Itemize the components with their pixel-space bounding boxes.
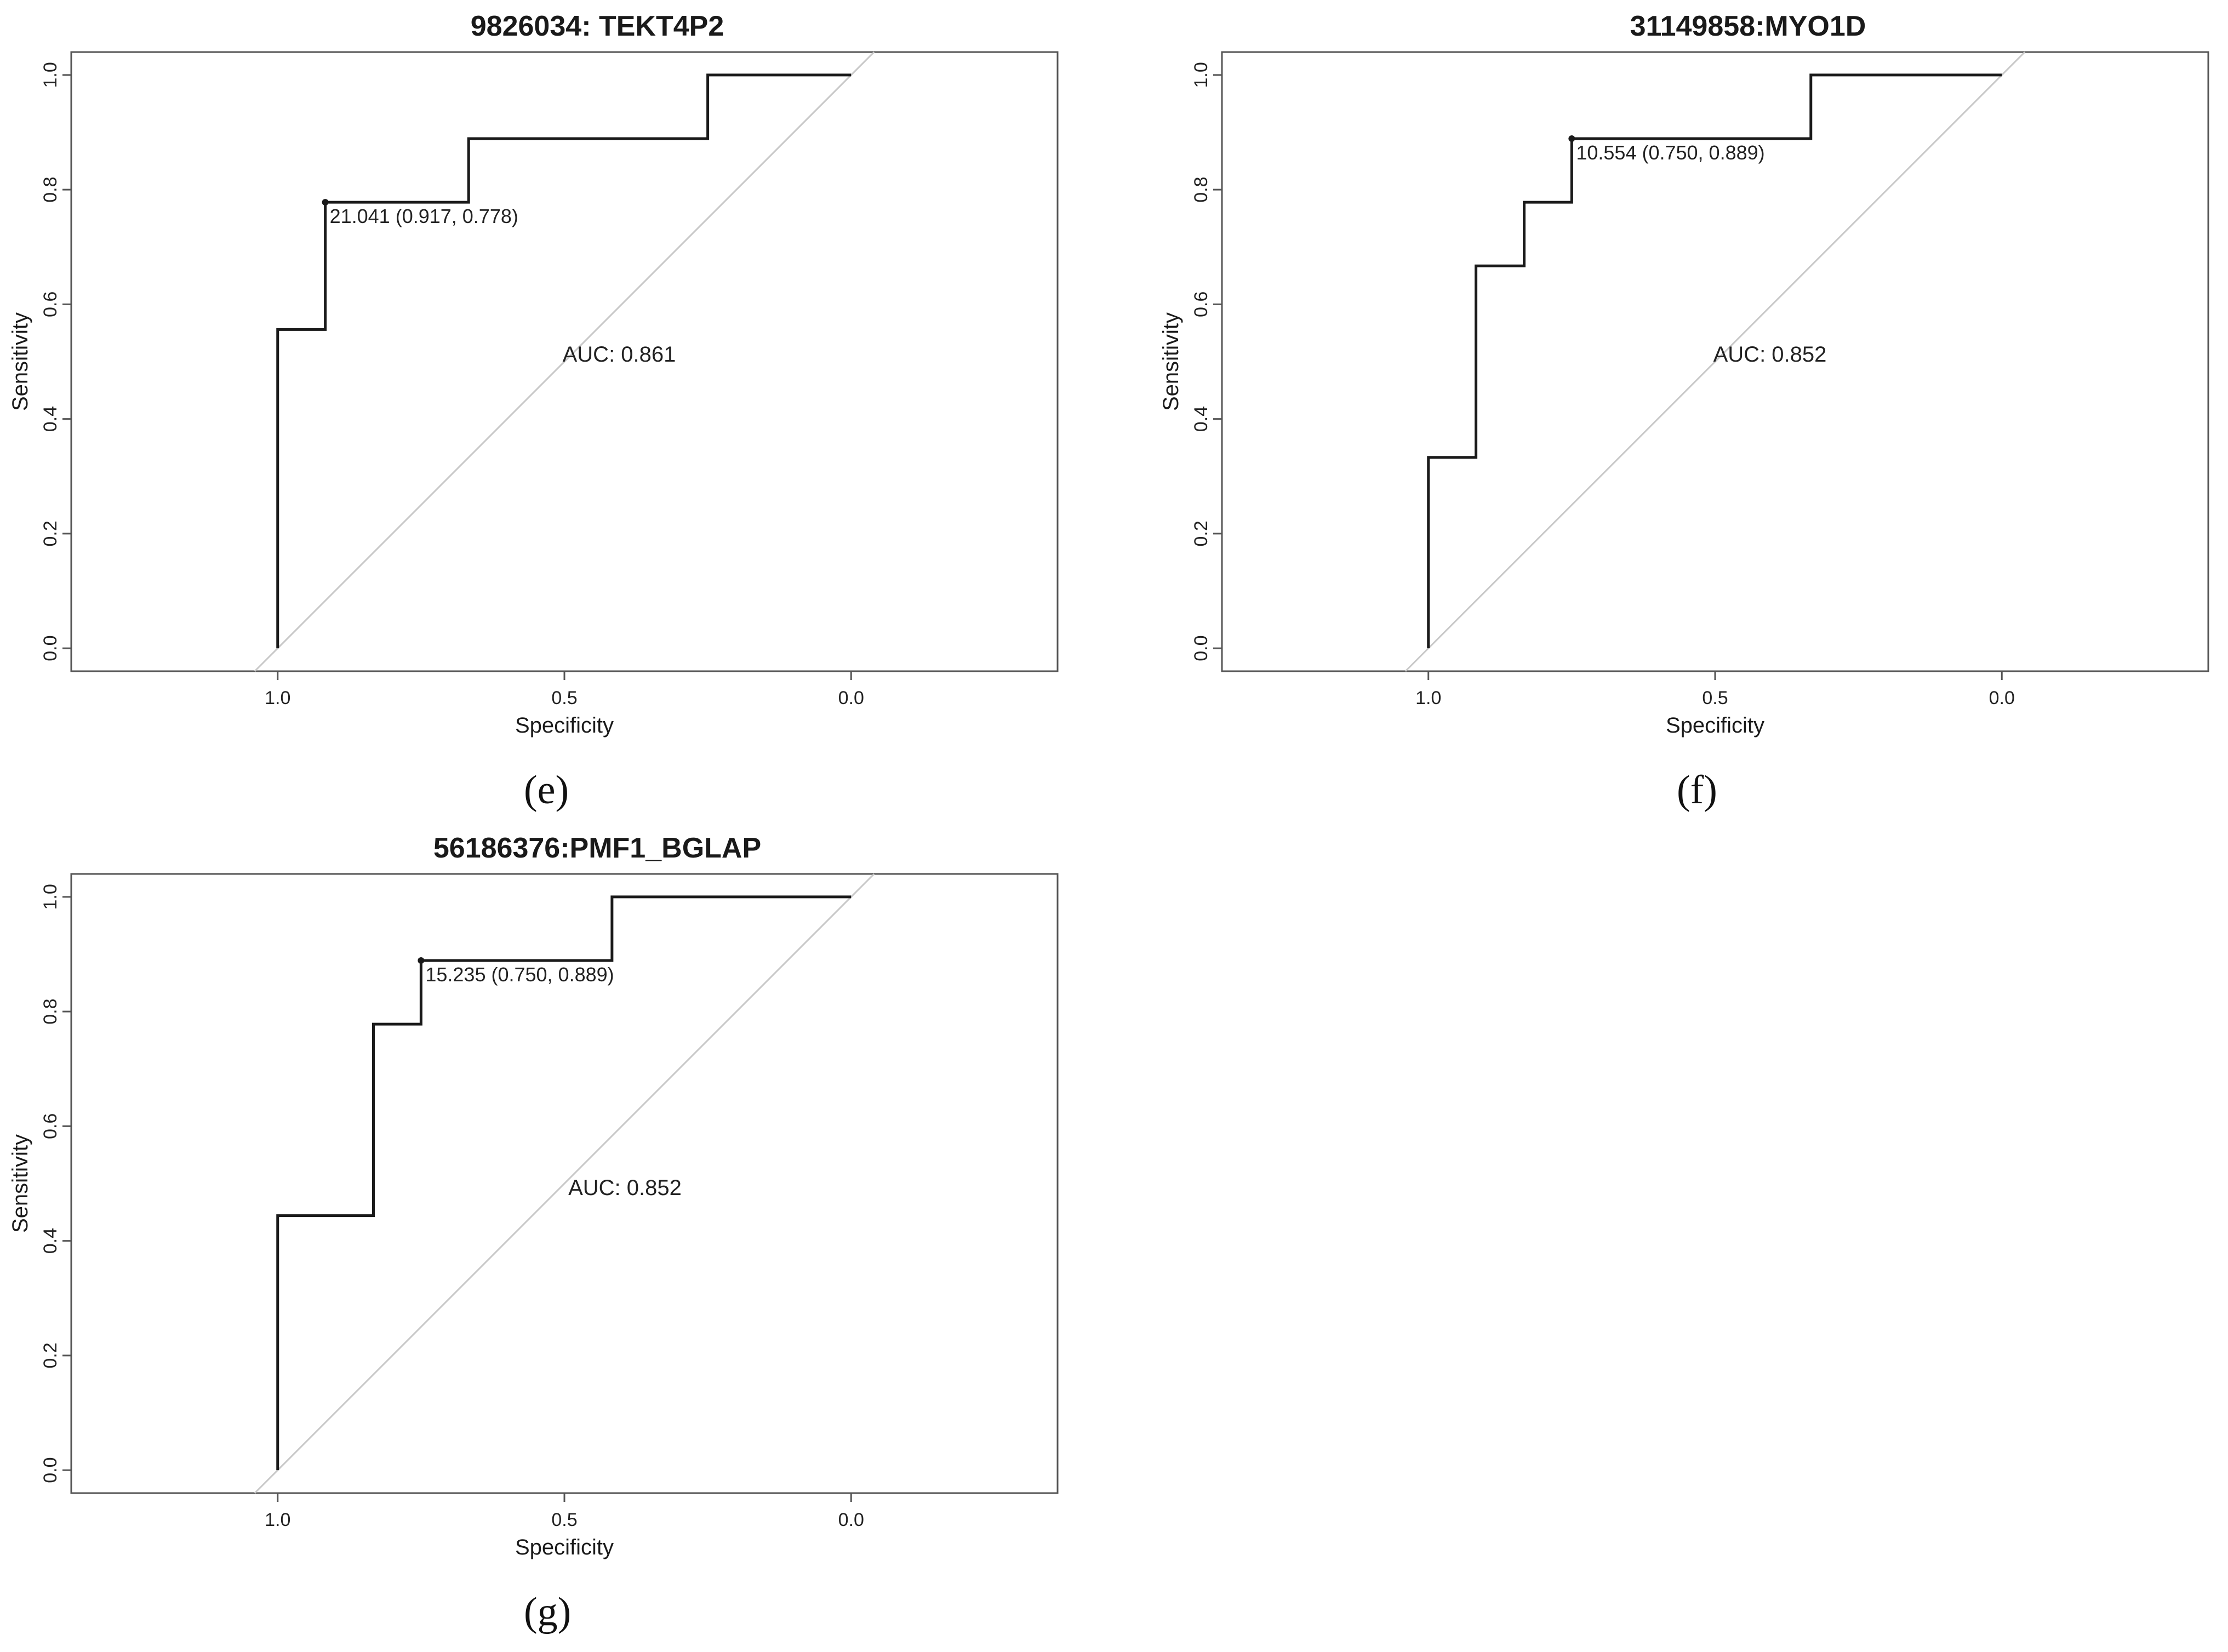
y-tick-label: 0.8 [40, 176, 61, 202]
y-tick-label: 0.4 [40, 1228, 61, 1254]
y-tick-label: 0.4 [40, 406, 61, 432]
threshold-point [418, 957, 425, 964]
y-tick-label: 0.0 [40, 1457, 61, 1483]
roc-curve-line [276, 895, 852, 1471]
y-tick-label: 0.8 [40, 998, 61, 1024]
threshold-label: 21.041 (0.917, 0.778) [330, 205, 518, 227]
y-axis-label: Sensitivity [8, 312, 32, 411]
x-tick-label: 0.0 [838, 1510, 864, 1530]
roc-chart-g: 56186376:PMF1_BGLAP 1.0 0.5 0.0 0.0 0.2 0.4 0.6… [8, 832, 1059, 1559]
y-axis-label: Sensitivity [1159, 312, 1183, 411]
y-axis-label: Sensitivity [8, 1134, 32, 1233]
x-tick-label: 0.5 [551, 688, 577, 708]
chart-title: 9826034: TEKT4P2 [471, 10, 724, 42]
chart-title: 31149858:MYO1D [1630, 10, 1866, 42]
y-tick-label: 0.2 [1191, 521, 1212, 546]
reference-diagonal-line [254, 873, 875, 1494]
y-tick-label: 1.0 [40, 884, 61, 910]
threshold-label: 10.554 (0.750, 0.889) [1576, 141, 1764, 164]
y-tick-label: 0.4 [1191, 406, 1212, 432]
x-axis-label: Specificity [1666, 713, 1764, 738]
x-tick-label: 1.0 [265, 1510, 290, 1530]
panel-caption-f: (f) [1677, 768, 1717, 813]
x-axis-label: Specificity [515, 713, 614, 738]
panel-caption-e: (e) [524, 768, 569, 813]
x-tick-label: 1.0 [1415, 688, 1441, 708]
x-tick-label: 0.0 [838, 688, 864, 708]
chart-title: 56186376:PMF1_BGLAP [433, 832, 761, 864]
roc-curve-line [276, 73, 852, 649]
roc-panel-g: 56186376:PMF1_BGLAP 1.0 0.5 0.0 0.0 0.2 0.4 0.6… [0, 827, 1096, 1562]
roc-curve-line [1427, 73, 2002, 649]
roc-chart-e: 9826034: TEKT4P2 1.0 0.5 0.0 0.0 0.2 0.4 0.6 0.8… [8, 10, 1059, 738]
y-tick-label: 0.6 [1191, 291, 1212, 317]
y-tick-label: 0.0 [40, 636, 61, 661]
x-tick-label: 0.0 [1989, 688, 2015, 708]
roc-chart-f: 31149858:MYO1D 1.0 0.5 0.0 0.0 0.2 0.4 0.6 0.8 1.… [1159, 10, 2209, 738]
auc-label: AUC: 0.852 [1713, 342, 1827, 367]
y-tick-label: 0.6 [40, 1113, 61, 1139]
y-tick-label: 0.0 [1191, 636, 1212, 661]
x-tick-label: 0.5 [551, 1510, 577, 1530]
threshold-point [1568, 135, 1575, 142]
y-tick-label: 1.0 [40, 62, 61, 88]
auc-label: AUC: 0.861 [563, 342, 676, 367]
auc-label: AUC: 0.852 [568, 1176, 682, 1200]
y-tick-label: 0.2 [40, 521, 61, 546]
roc-panel-f: 31149858:MYO1D 1.0 0.5 0.0 0.0 0.2 0.4 0.6 0.8 1.… [1151, 5, 2228, 740]
y-tick-label: 0.6 [40, 291, 61, 317]
x-axis-label: Specificity [515, 1535, 614, 1559]
x-tick-label: 1.0 [265, 688, 290, 708]
reference-diagonal-line [254, 51, 875, 672]
y-tick-label: 0.2 [40, 1342, 61, 1368]
x-tick-label: 0.5 [1702, 688, 1728, 708]
y-tick-label: 0.8 [1191, 176, 1212, 202]
threshold-label: 15.235 (0.750, 0.889) [425, 963, 614, 986]
threshold-point [322, 199, 329, 206]
reference-diagonal-line [1404, 51, 2026, 672]
y-tick-label: 1.0 [1191, 62, 1212, 88]
roc-panel-e: 9826034: TEKT4P2 1.0 0.5 0.0 0.0 0.2 0.4 0.6 0.8… [0, 5, 1096, 740]
panel-caption-g: (g) [524, 1590, 572, 1634]
